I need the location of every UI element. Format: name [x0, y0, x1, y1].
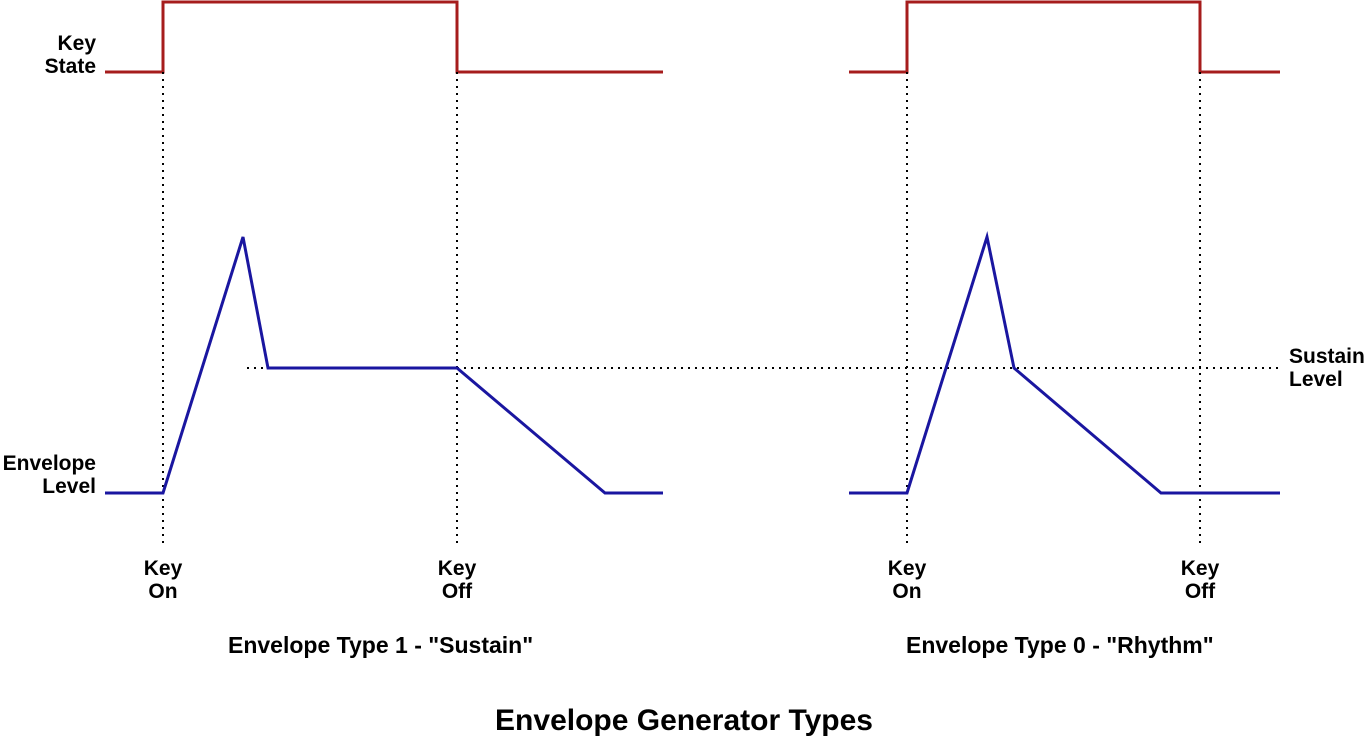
key-state-line-left [105, 0, 663, 74]
key-state-label-line2: State [44, 55, 96, 78]
caption-rhythm: Envelope Type 0 - "Rhythm" [906, 632, 1214, 658]
key-off-label-left: Key Off [422, 557, 492, 603]
key-on-label-left: Key On [128, 557, 198, 603]
envelope-line-sustain [105, 236, 663, 495]
key-on-label-line1: Key [887, 557, 927, 580]
key-state-line-right [849, 0, 1280, 74]
caption-sustain: Envelope Type 1 - "Sustain" [228, 632, 534, 658]
sustain-level-label-line2: Level [1289, 368, 1343, 391]
key-state-label-line1: Key [57, 32, 96, 55]
diagram-title: Envelope Generator Types [495, 704, 873, 737]
key-off-label-line1: Key [437, 557, 477, 580]
key-on-label-right: Key On [872, 557, 942, 603]
key-state-label: Key State [10, 32, 96, 78]
envelope-level-label-line2: Level [42, 475, 96, 498]
key-off-label-line2: Off [1184, 580, 1216, 603]
key-off-label-line1: Key [1180, 557, 1220, 580]
key-off-label-line2: Off [441, 580, 473, 603]
sustain-level-label-line1: Sustain [1289, 345, 1365, 368]
key-event-guides [162, 72, 1201, 548]
key-on-label-line1: Key [143, 557, 183, 580]
key-on-label-line2: On [892, 580, 922, 603]
envelope-level-label-line1: Envelope [2, 452, 96, 475]
key-on-label-line2: On [148, 580, 178, 603]
sustain-level-label: Sustain Level [1289, 345, 1368, 391]
envelope-level-label: Envelope Level [0, 452, 96, 498]
key-off-label-right: Key Off [1165, 557, 1235, 603]
envelope-line-rhythm [849, 231, 1280, 495]
